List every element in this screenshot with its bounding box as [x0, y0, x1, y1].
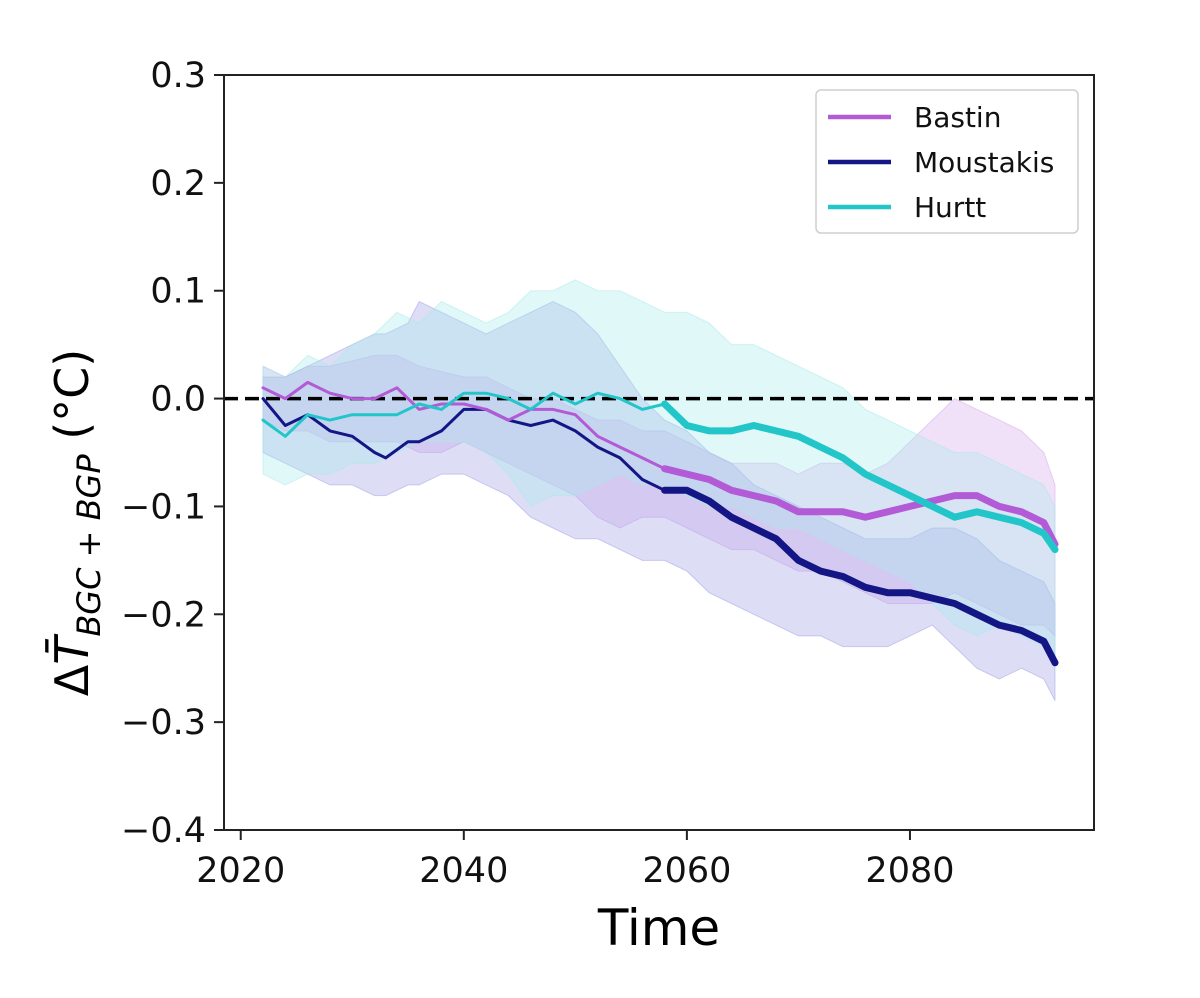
y-axis: 0.3 0.2 0.1 0.0 −0.1 −0.2 −0.3 −0.4 [121, 56, 224, 851]
legend-label-moustakis: Moustakis [914, 146, 1054, 179]
line-bastin-early [261, 380, 667, 471]
x-tick-label: 2040 [419, 851, 508, 891]
y-tick-label: 0.0 [150, 380, 206, 420]
y-tick-label: 0.2 [150, 164, 206, 204]
line-moustakis-early [261, 397, 667, 492]
x-axis: 2020 2040 2060 2080 [196, 830, 955, 891]
x-tick-label: 2020 [196, 851, 285, 891]
y-tick-label: 0.1 [150, 272, 206, 312]
y-tick-label: −0.4 [121, 811, 206, 851]
y-tick-label: −0.1 [121, 487, 206, 527]
y-tick-label: −0.3 [121, 703, 206, 743]
y-tick-label: 0.3 [150, 56, 206, 96]
legend: Bastin Moustakis Hurtt [815, 89, 1079, 234]
legend-label-bastin: Bastin [914, 101, 1001, 134]
line-bastin-late [661, 465, 1059, 548]
line-hurtt-late [661, 400, 1059, 554]
x-axis-label: Time [597, 899, 720, 957]
x-tick-label: 2080 [865, 851, 954, 891]
y-axis-label: ΔT̄BGC + BGP (°C) [45, 349, 108, 697]
y-axis-label-subscript: BGC + BGP [70, 454, 108, 637]
y-axis-label-delta: Δ [45, 664, 99, 696]
y-axis-label-symbol: T̄ [45, 633, 99, 665]
band-moustakis [262, 300, 1056, 701]
legend-label-hurtt: Hurtt [914, 191, 986, 224]
plot-frame [223, 74, 1095, 831]
legend-box [815, 89, 1079, 234]
y-axis-label-unit: (°C) [45, 349, 99, 455]
x-tick-label: 2060 [642, 851, 731, 891]
band-hurtt [262, 279, 1056, 669]
series-lines [261, 380, 1059, 667]
y-tick-label: −0.2 [121, 595, 206, 635]
line-moustakis-late [661, 486, 1059, 667]
uncertainty-bands [262, 279, 1056, 701]
line-hurtt-early [261, 391, 667, 438]
